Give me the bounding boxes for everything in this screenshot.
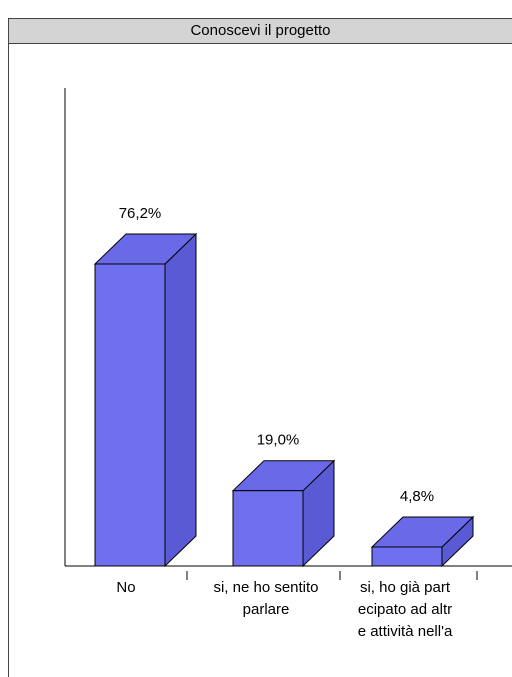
category-label-3-line-1: si, ho già part	[360, 579, 451, 596]
bar-3	[371, 546, 443, 567]
bar-side-1	[164, 232, 197, 568]
bar-1	[94, 263, 166, 567]
category-label-2-line-1: si, ne ho sentito	[213, 579, 318, 596]
data-label-1: 76,2%	[119, 205, 162, 222]
category-label-1-line-1: No	[116, 579, 135, 596]
category-label-3-line-3: e attività nell'a	[358, 623, 453, 640]
data-label-2: 19,0%	[257, 432, 300, 449]
data-label-3: 4,8%	[400, 488, 434, 505]
frame-left-border	[8, 43, 9, 677]
chart-title: Conoscevi il progetto	[8, 18, 512, 44]
bar-2	[232, 490, 304, 567]
category-label-2-line-2: parlare	[243, 601, 290, 618]
category-label-3-line-2: ecipato ad altr	[358, 601, 452, 618]
